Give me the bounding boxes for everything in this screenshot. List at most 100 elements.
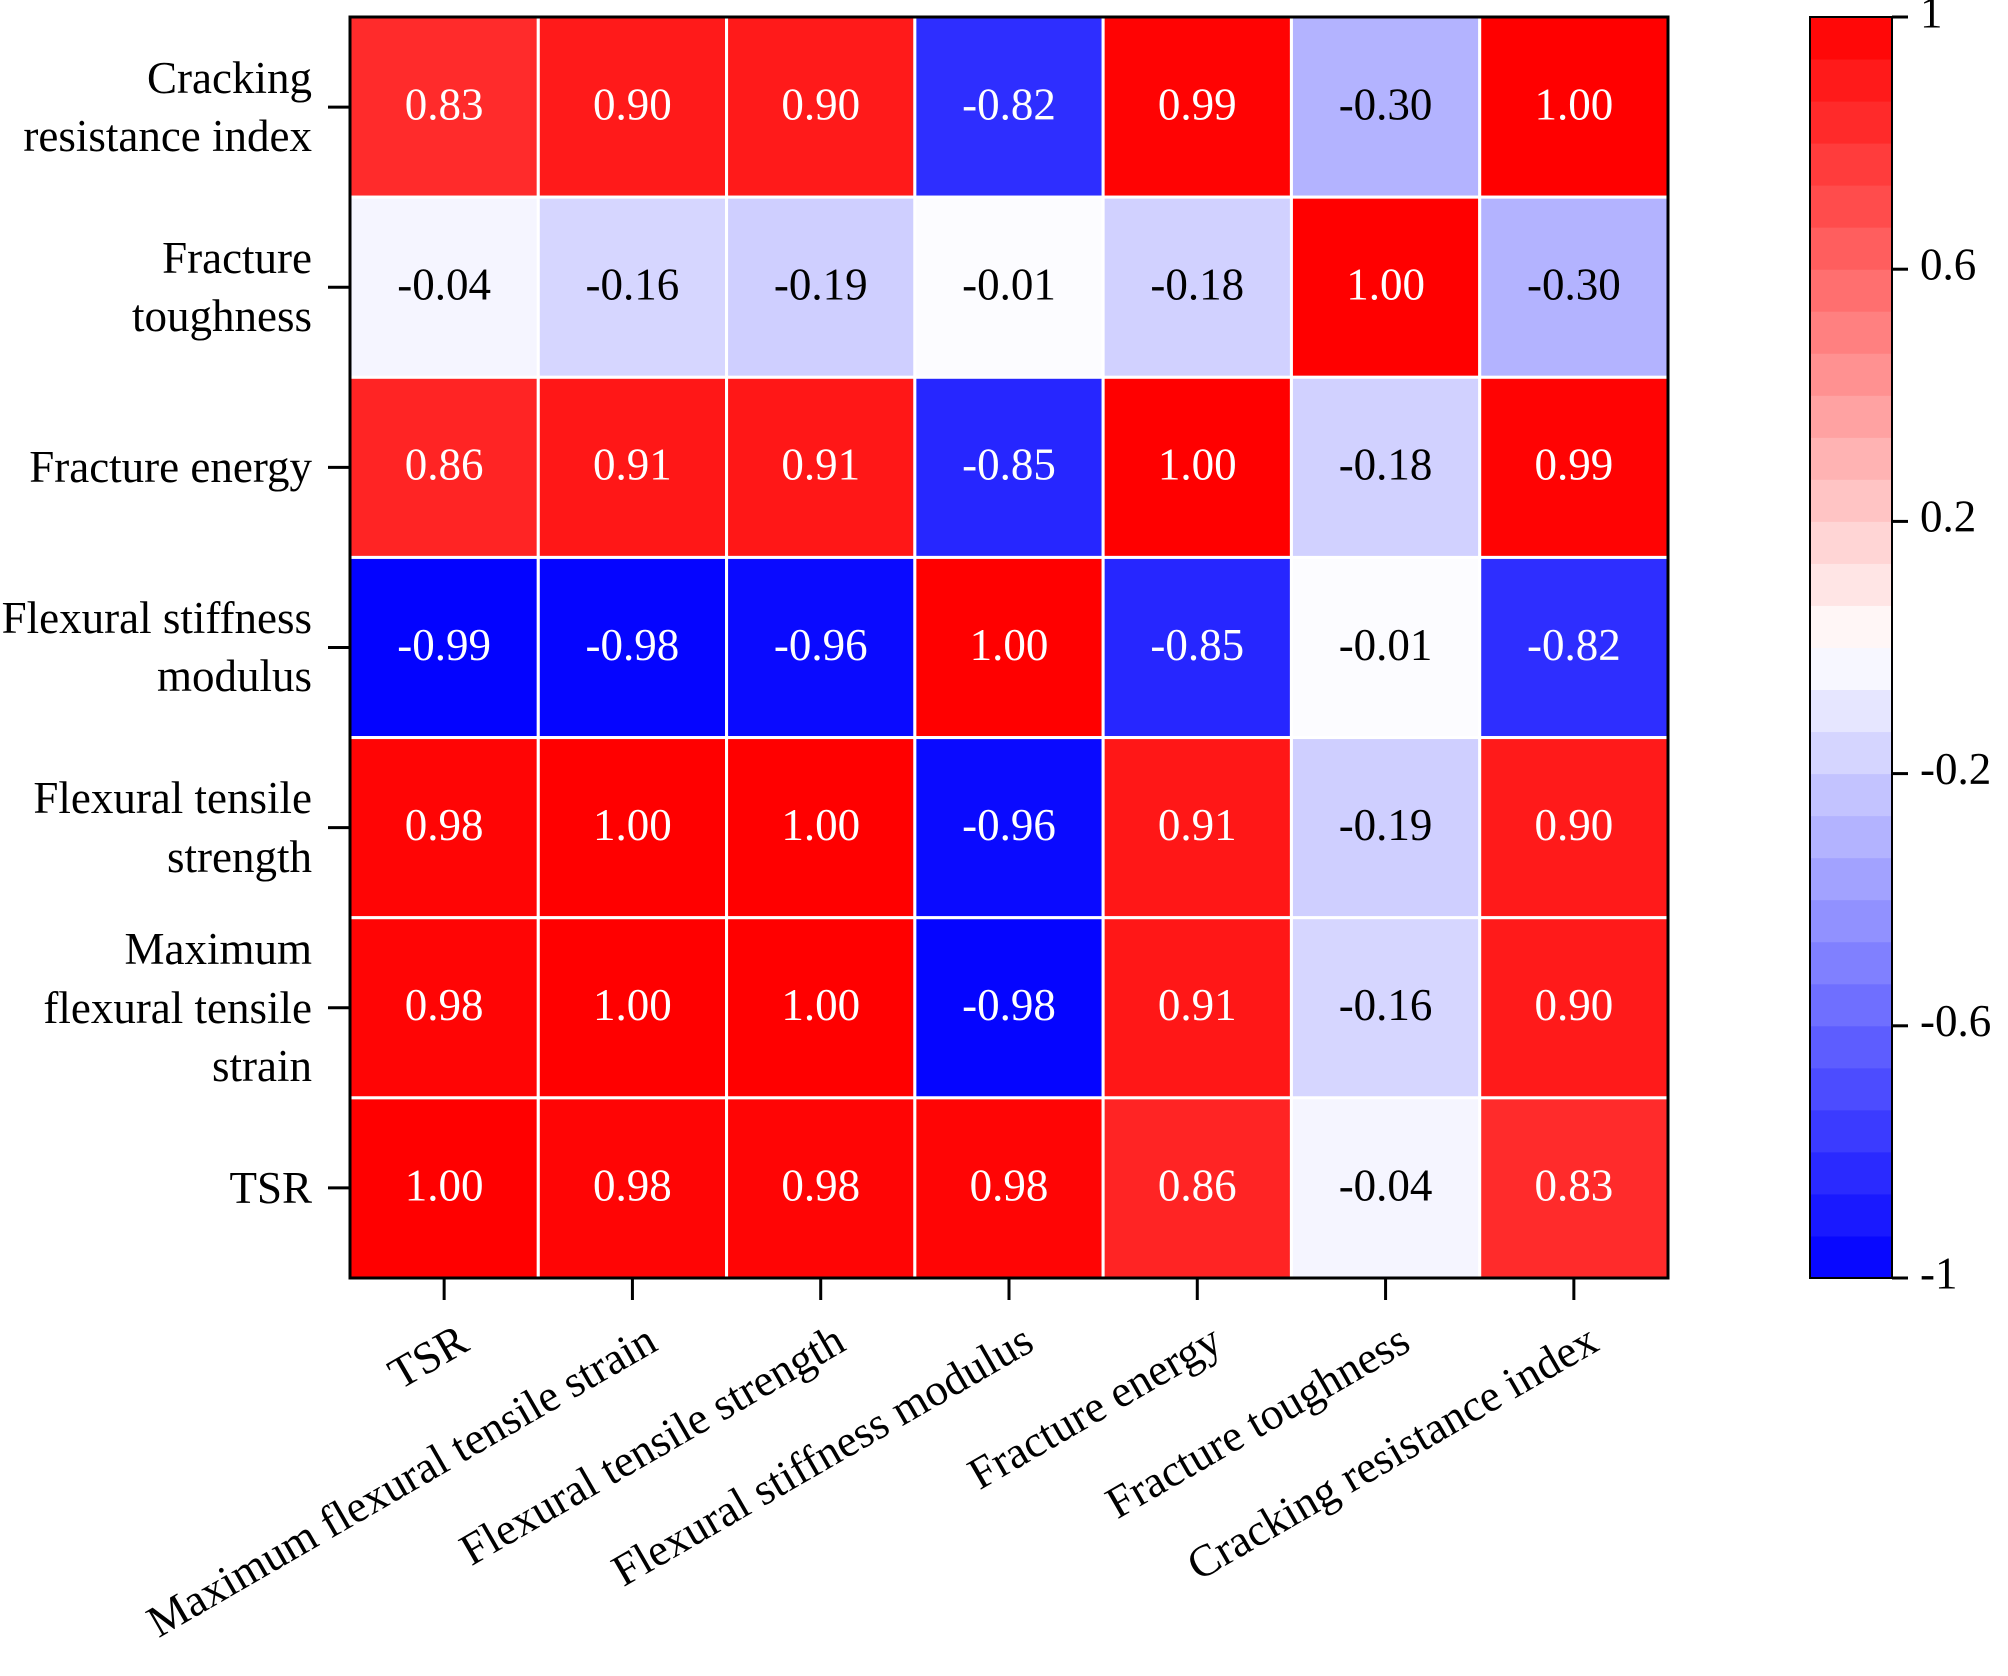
colorbar-band — [1810, 311, 1892, 354]
colorbar-band — [1810, 1067, 1892, 1111]
heatmap-cell — [1101, 375, 1293, 559]
heatmap-cell — [913, 375, 1105, 559]
colorbar-band — [1810, 1109, 1892, 1153]
colorbar-band — [1810, 731, 1892, 775]
colorbar-band — [1810, 857, 1892, 901]
cell-label: -0.01 — [1339, 620, 1433, 670]
cell-label: -0.16 — [1339, 980, 1433, 1030]
x-tick-label: TSR — [380, 1314, 476, 1399]
colorbar-frame — [1809, 16, 1893, 1279]
colorbar-band — [1810, 773, 1892, 817]
cell-label: -0.85 — [1150, 620, 1244, 670]
cell-label: -0.30 — [1339, 79, 1433, 129]
cell-label: 1.00 — [405, 1160, 484, 1210]
heatmap-cell — [1289, 1096, 1482, 1280]
colorbar-band — [1810, 899, 1892, 943]
heatmap-cell — [1478, 736, 1670, 920]
colorbar-band — [1810, 1151, 1892, 1195]
heatmap-cell — [725, 375, 917, 559]
colorbar-tick-label: -0.6 — [1920, 996, 1991, 1046]
cell-label: 0.91 — [1158, 980, 1237, 1030]
cell-label: 0.91 — [1158, 800, 1237, 850]
heatmap-cell — [1478, 555, 1670, 740]
colorbar-band — [1810, 1025, 1892, 1069]
cell-label: 0.83 — [1534, 1160, 1613, 1210]
colorbar-band — [1810, 1193, 1892, 1237]
cell-label: -0.99 — [397, 620, 491, 670]
cell-label: 1.00 — [781, 800, 860, 850]
colorbar-band — [1810, 227, 1892, 270]
cell-label: 0.99 — [1534, 440, 1613, 490]
heatmap-cell — [348, 375, 540, 559]
cell-label: -0.85 — [962, 440, 1056, 490]
cell-label: -0.18 — [1150, 260, 1244, 310]
cell-label: -0.96 — [774, 620, 868, 670]
cell-label: -0.19 — [1339, 800, 1433, 850]
cell-label: 0.86 — [405, 440, 484, 490]
cell-label: 0.99 — [1158, 79, 1237, 129]
colorbar-band — [1810, 983, 1892, 1027]
heatmap-cell — [725, 1096, 917, 1280]
colorbar-band — [1810, 647, 1892, 691]
cell-label: -0.96 — [962, 800, 1056, 850]
colorbar-band — [1810, 521, 1892, 564]
heatmap-cell — [913, 736, 1105, 920]
colorbar-band — [1810, 563, 1892, 606]
colorbar-band — [1810, 479, 1892, 522]
cell-label: 0.98 — [970, 1160, 1049, 1210]
heatmap-cell — [348, 195, 540, 379]
cell-label: 0.98 — [405, 980, 484, 1030]
cell-label: -0.19 — [774, 260, 868, 310]
colorbar-band — [1810, 59, 1892, 102]
cell-label: 0.98 — [405, 800, 484, 850]
cell-label: 0.90 — [781, 79, 860, 129]
cell-label: 1.00 — [593, 800, 672, 850]
y-tick-label: Flexural stiffness modulus — [1, 592, 312, 702]
heatmap-cell — [536, 195, 729, 379]
cell-label: 0.91 — [593, 440, 672, 490]
cell-label: -0.98 — [962, 980, 1056, 1030]
cell-label: 0.86 — [1158, 1160, 1237, 1210]
heatmap-cell — [348, 15, 540, 199]
colorbar-tick-label: -0.2 — [1920, 744, 1991, 794]
heatmap-cell — [1289, 736, 1482, 920]
y-tick-label: TSR — [229, 1162, 312, 1213]
colorbar-band — [1810, 395, 1892, 438]
y-tick-label: Flexural tensile strength — [33, 773, 312, 882]
cell-label: 0.90 — [1534, 980, 1613, 1030]
colorbar-tick-label: 0.6 — [1920, 240, 1976, 290]
cell-label: -0.04 — [1339, 1160, 1433, 1210]
cell-label: -0.16 — [586, 260, 680, 310]
cell-label: 1.00 — [1346, 260, 1425, 310]
cell-label: -0.30 — [1527, 260, 1621, 310]
cell-label: 1.00 — [1158, 440, 1237, 490]
heatmap-cell — [1478, 375, 1670, 559]
cell-label: -0.98 — [586, 620, 680, 670]
colorbar-band — [1810, 143, 1892, 186]
x-tick-label: Fracture toughness — [1097, 1314, 1417, 1528]
cell-label: 0.91 — [781, 440, 860, 490]
heatmap-cell — [1289, 555, 1482, 740]
y-tick-label: Fracture toughness — [132, 232, 312, 342]
y-tick-label: Cracking resistance index — [23, 52, 312, 162]
colorbar-band — [1810, 17, 1892, 60]
cell-label: -0.82 — [1527, 620, 1621, 670]
colorbar-band — [1810, 269, 1892, 312]
cell-label: 0.98 — [593, 1160, 672, 1210]
cell-label: 0.90 — [1534, 800, 1613, 850]
colorbar-band — [1810, 353, 1892, 396]
heatmap-cell — [536, 916, 729, 1100]
heatmap-cell — [1289, 195, 1482, 379]
heatmap-cell — [913, 1096, 1105, 1280]
colorbar-band — [1810, 437, 1892, 480]
heatmap-cell — [725, 555, 917, 740]
cell-label: -0.18 — [1339, 440, 1433, 490]
colorbar-tick-label: 1 — [1920, 0, 1943, 37]
colorbar-band — [1810, 605, 1892, 648]
cell-label: 1.00 — [970, 620, 1049, 670]
cell-label: -0.82 — [962, 79, 1056, 129]
cell-label: 0.98 — [781, 1160, 860, 1210]
cell-label: -0.04 — [397, 260, 491, 310]
heatmap-cell — [536, 555, 729, 740]
